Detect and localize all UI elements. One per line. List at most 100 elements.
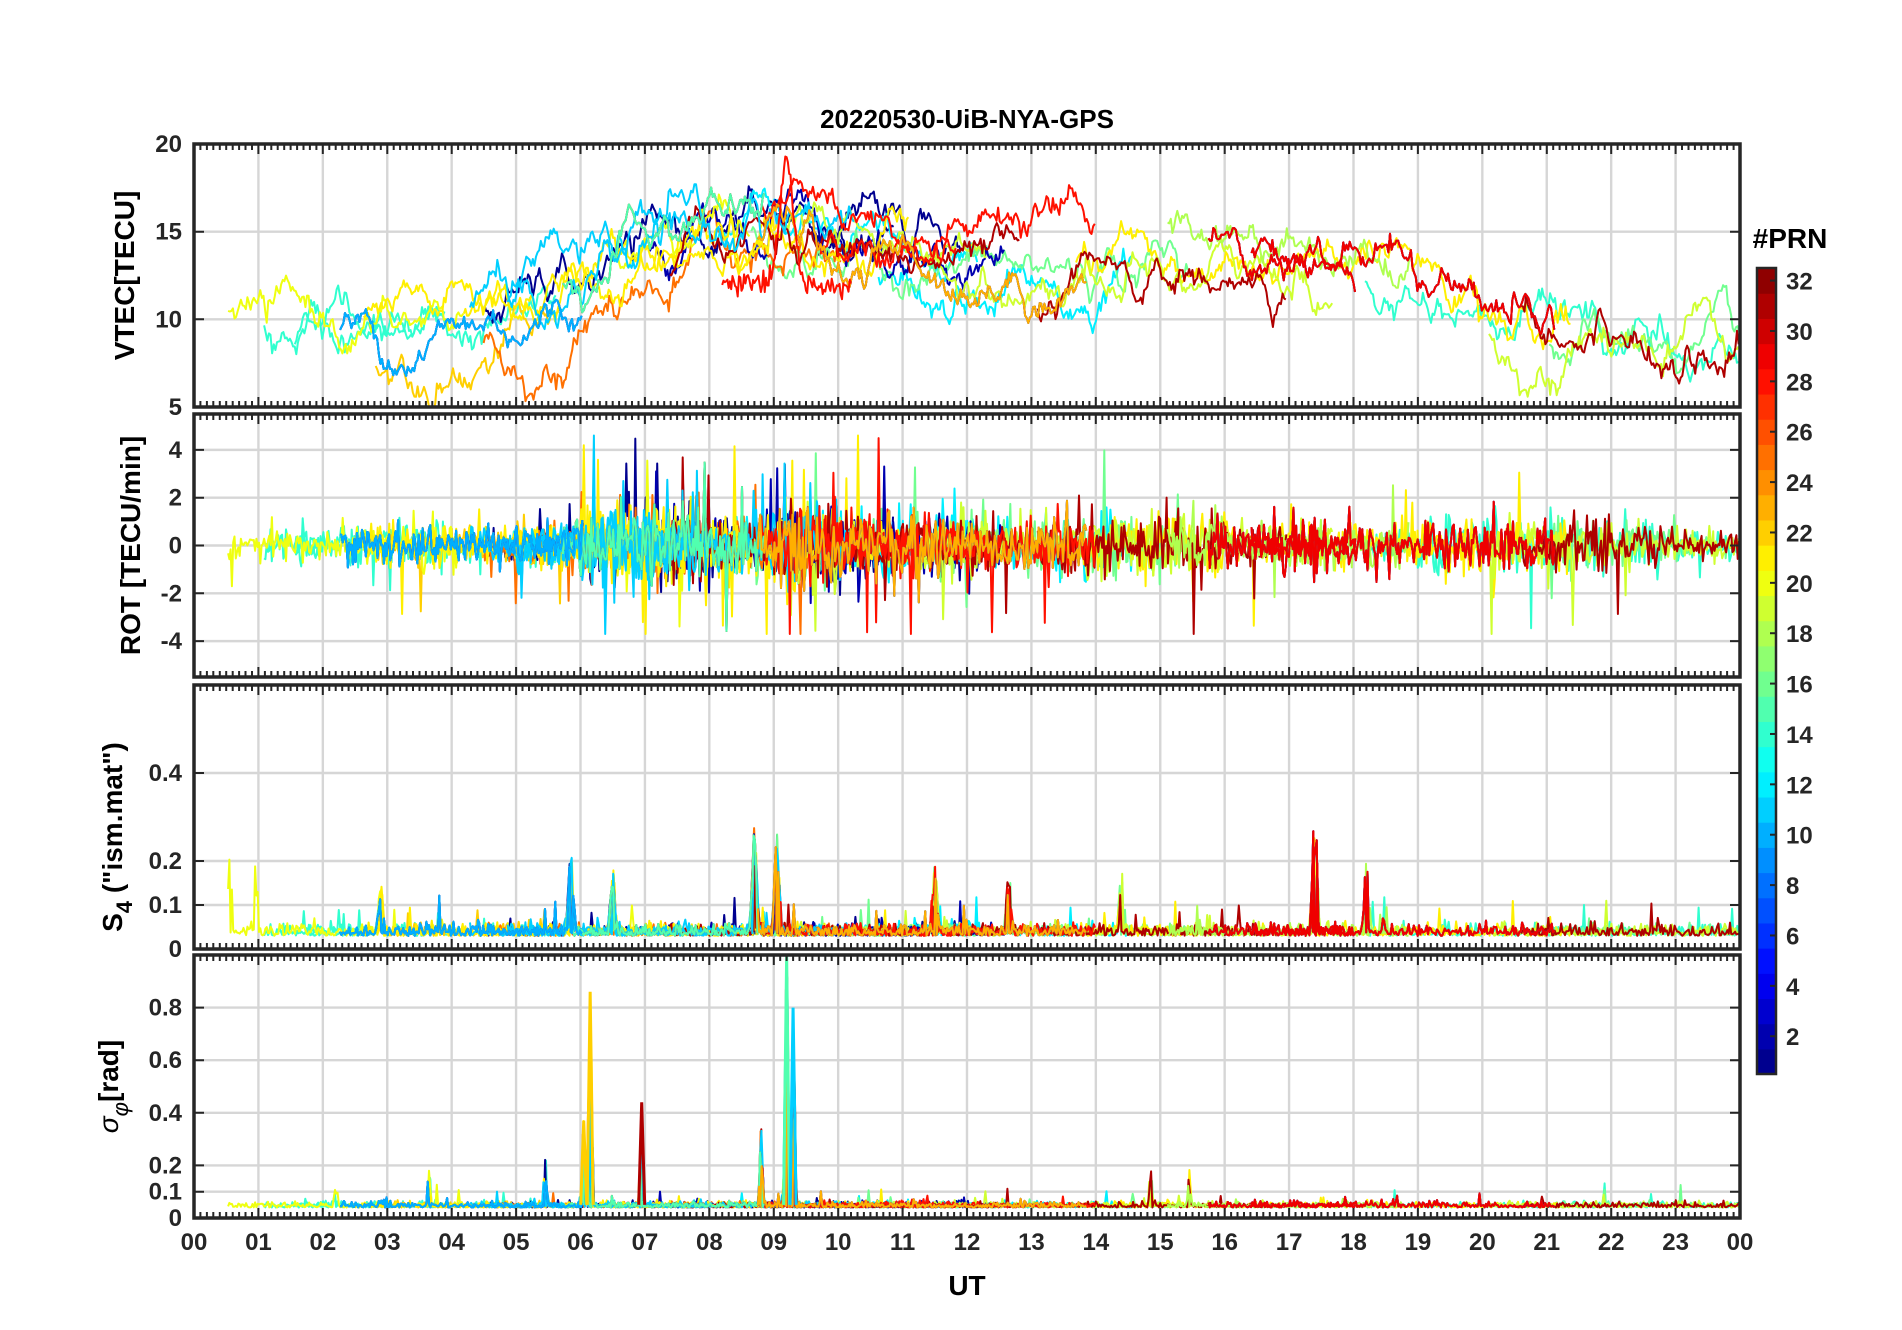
spike-trace [585, 991, 595, 1205]
prn-trace [1207, 839, 1356, 937]
prn-trace [1036, 494, 1288, 635]
x-tick-label: 20 [1469, 1229, 1496, 1256]
colorbar-segment [1757, 922, 1776, 949]
x-tick-label: 05 [503, 1229, 530, 1256]
prn-trace [877, 247, 1133, 335]
colorbar-segment [1757, 721, 1776, 748]
y-tick-label: 0.8 [149, 995, 182, 1022]
prn-trace [1250, 232, 1556, 335]
prn-trace [562, 834, 765, 937]
prn-trace [561, 461, 765, 632]
prn-trace [506, 183, 855, 331]
prn-trace [339, 298, 583, 377]
colorbar-segment [1757, 318, 1776, 345]
colorbar-segment [1757, 998, 1776, 1025]
y-tick-label: 15 [155, 219, 182, 246]
colorbar-segment [1757, 343, 1776, 370]
prn-trace [750, 1083, 1189, 1209]
x-tick-label: 16 [1211, 1229, 1238, 1256]
colorbar-segment [1757, 746, 1776, 773]
colorbar-frame [1755, 266, 1778, 1076]
prn-trace [263, 284, 446, 356]
prn-trace [756, 846, 1087, 937]
x-tick-label: 22 [1598, 1229, 1625, 1256]
colorbar-tick-label: 32 [1786, 269, 1813, 296]
colorbar-segment [1757, 444, 1776, 471]
prn-trace [506, 1077, 854, 1209]
y-tick-label: -4 [161, 628, 183, 655]
colorbar-segment [1757, 897, 1776, 924]
prn-trace [1548, 284, 1740, 375]
y-axis-label-sigma-phi: σφ[rad] [93, 1040, 133, 1133]
prn-trace [482, 209, 842, 403]
prn-trace [339, 517, 584, 573]
colorbar-segment [1757, 519, 1776, 546]
y-tick-label: 0 [169, 936, 182, 963]
x-tick-label: 09 [760, 1229, 787, 1256]
x-tick-label: 04 [438, 1229, 465, 1256]
x-tick-label: 18 [1340, 1229, 1367, 1256]
colorbar-tick-label: 28 [1786, 369, 1813, 396]
colorbar-tick-label: 4 [1786, 974, 1800, 1001]
colorbar-tick-label: 6 [1786, 923, 1799, 950]
prn-trace [1364, 280, 1740, 383]
y-tick-label: 0.4 [149, 760, 183, 787]
y-tick-label: 10 [155, 306, 182, 333]
colorbar-tick-label: 26 [1786, 420, 1813, 447]
x-tick-label: 00 [1727, 1229, 1754, 1256]
prn-trace [1520, 1195, 1740, 1209]
prn-trace [1207, 227, 1356, 293]
x-tick-label: 08 [696, 1229, 723, 1256]
colorbar-segment [1757, 872, 1776, 899]
x-tick-label: 14 [1082, 1229, 1109, 1256]
x-tick-labels: 00 01 02 03 04 05 06 07 08 09 10 11 12 13 14 15 16 17 18 19… [181, 1229, 1754, 1256]
prn-trace [760, 988, 1096, 1209]
colorbar-segment [1757, 948, 1776, 974]
x-tick-label: 00 [181, 1229, 208, 1256]
prn-trace [484, 976, 894, 1209]
prn-trace [339, 866, 583, 937]
x-tick-label: 19 [1405, 1229, 1432, 1256]
y-tick-label: 0 [169, 1205, 182, 1232]
x-tick-label: 23 [1662, 1229, 1689, 1256]
prn-trace [1207, 839, 1356, 937]
prn-trace [1207, 839, 1356, 937]
x-tick-label: 02 [309, 1229, 336, 1256]
prn-trace [1488, 296, 1740, 398]
colorbar-tick-label: 24 [1786, 470, 1813, 497]
colorbar-segment [1757, 393, 1776, 420]
y-ticks [194, 772, 1740, 950]
colorbar-segment [1757, 973, 1776, 1000]
x-tick-label: 03 [374, 1229, 401, 1256]
x-tick-label: 15 [1147, 1229, 1174, 1256]
colorbar-label: #PRN [1753, 223, 1828, 254]
prn-trace [1520, 509, 1740, 615]
prn-trace [756, 1012, 1087, 1209]
prn-trace [1207, 839, 1356, 937]
colorbar-segment [1757, 771, 1776, 798]
x-tick-label: 12 [954, 1229, 981, 1256]
prn-trace [756, 1012, 1087, 1209]
x-tick-label: 21 [1533, 1229, 1560, 1256]
colorbar-segment [1757, 1048, 1776, 1075]
colorbar-tick-label: 30 [1786, 319, 1813, 346]
prn-trace [562, 186, 766, 314]
colorbar-segment [1757, 822, 1776, 848]
x-minor-ticks [193, 144, 1741, 407]
panel-s4: 0 0.1 0.2 0.4 [149, 683, 1742, 963]
x-tick-label: 11 [890, 1229, 915, 1256]
colorbar-tick-label: 12 [1786, 772, 1813, 799]
prn-trace [1036, 250, 1287, 328]
y-tick-label: 0.4 [149, 1100, 183, 1127]
y-tick-label: 0.1 [149, 892, 182, 919]
colorbar-tick-label: 20 [1786, 571, 1813, 598]
y-tick-label: 0.1 [149, 1179, 182, 1206]
colorbar-segment [1757, 645, 1776, 672]
y-tick-label: 5 [169, 394, 182, 421]
colorbar-segment [1757, 696, 1776, 722]
prn-trace [463, 975, 911, 1209]
prn-trace [1207, 839, 1356, 937]
prn-trace [1250, 830, 1556, 937]
colorbar-segment [1757, 570, 1776, 597]
